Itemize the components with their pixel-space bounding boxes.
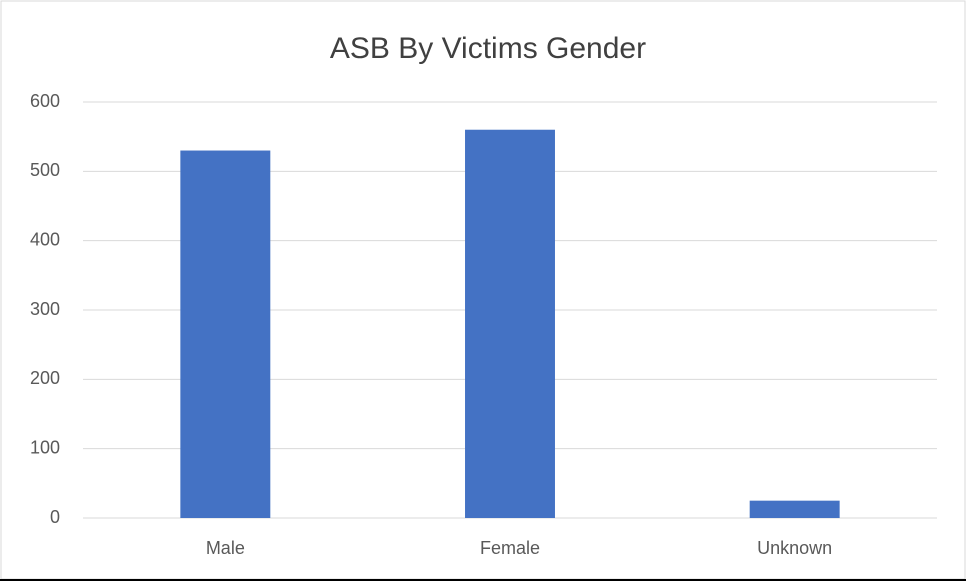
y-tick-label: 500	[30, 160, 60, 180]
x-tick-label: Unknown	[757, 538, 832, 558]
x-tick-label: Female	[480, 538, 540, 558]
y-tick-label: 300	[30, 299, 60, 319]
y-tick-label: 600	[30, 91, 60, 111]
y-tick-label: 100	[30, 437, 60, 457]
y-tick-label: 400	[30, 229, 60, 249]
y-tick-label: 200	[30, 368, 60, 388]
bar	[749, 500, 840, 518]
bar	[180, 150, 271, 519]
y-tick-label: 0	[50, 507, 60, 527]
chart-title: ASB By Victims Gender	[330, 32, 646, 65]
x-tick-label: Male	[206, 538, 245, 558]
bar	[465, 129, 555, 518]
